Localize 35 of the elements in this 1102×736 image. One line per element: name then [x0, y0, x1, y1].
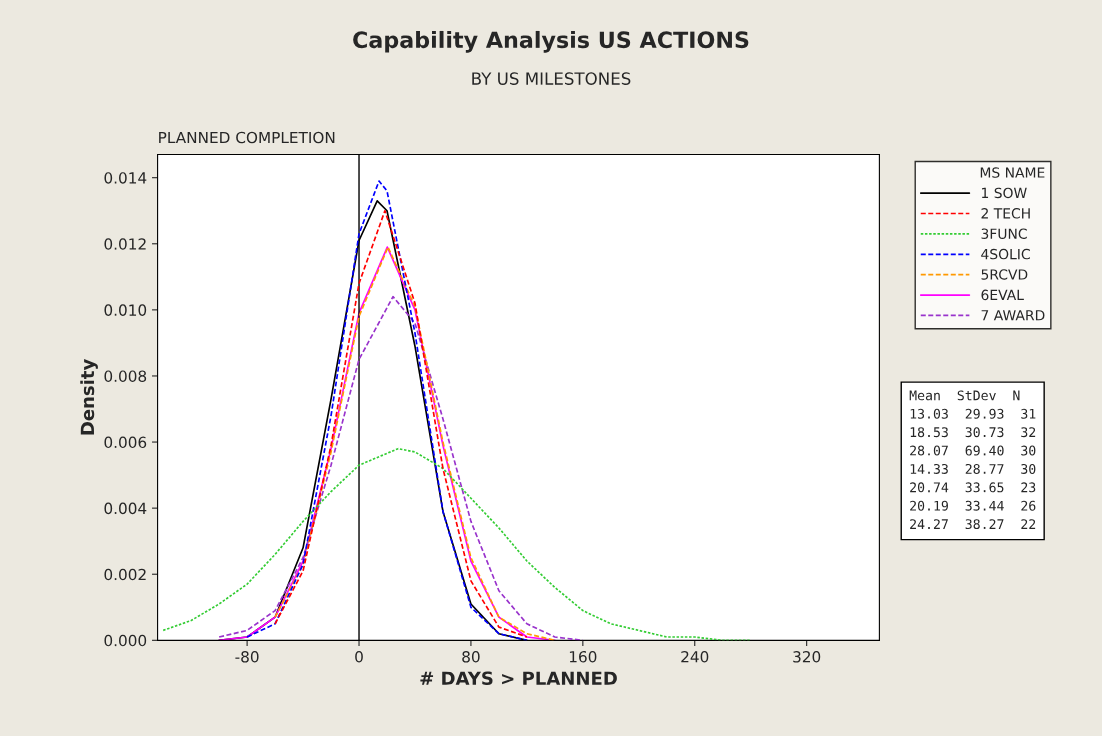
- chart-subtitle: BY US MILESTONES: [472, 72, 631, 85]
- chart-title: Capability Analysis US ACTIONS: [353, 30, 749, 53]
- text: 14.33 28.77 30: [910, 463, 1036, 474]
- y-tick-label: 0.004: [104, 502, 147, 515]
- y-tick-label: 0.006: [104, 436, 147, 449]
- x-tick-label: 80: [462, 651, 480, 663]
- y-tick-label: 0.012: [104, 238, 146, 250]
- y-tick-label: 0.002: [104, 568, 146, 581]
- x-tick-label: 160: [569, 651, 597, 663]
- text: 28.07 69.40 30: [910, 445, 1036, 456]
- x-axis-title: # DAYS > PLANNED: [420, 671, 617, 686]
- text: 24.27 38.27 22: [910, 519, 1036, 530]
- text: Mean StDev N: [909, 390, 1020, 401]
- text: 18.53 30.73 32: [910, 427, 1036, 438]
- legend-label: 7 AWARD: [981, 310, 1045, 321]
- legend-label: 3FUNC: [981, 228, 1027, 239]
- y-tick-label: 0.010: [104, 304, 147, 316]
- ref-line-label: PLANNED COMPLETION: [159, 131, 335, 144]
- y-tick-label: 0.000: [104, 634, 147, 647]
- text: 20.74 33.65 23: [910, 482, 1036, 493]
- y-axis-title: Density: [80, 359, 98, 435]
- x-tick-label: 0: [355, 651, 363, 663]
- legend-title: MS NAME: [980, 167, 1045, 178]
- x-tick-label: 320: [793, 651, 821, 663]
- y-tick-label: 0.008: [104, 370, 147, 382]
- legend-label: 2 TECH: [981, 208, 1030, 219]
- text: 13.03 29.93 31: [910, 408, 1036, 419]
- legend-label: 5RCVD: [981, 269, 1028, 280]
- legend-label: 1 SOW: [982, 187, 1027, 199]
- text: 20.19 33.44 26: [910, 500, 1036, 511]
- legend-label: 6EVAL: [981, 289, 1024, 301]
- x-tick-label: -80: [235, 651, 259, 663]
- x-tick-label: 240: [681, 651, 709, 663]
- legend-label: 4SOLIC: [981, 248, 1030, 260]
- y-tick-label: 0.014: [104, 172, 147, 184]
